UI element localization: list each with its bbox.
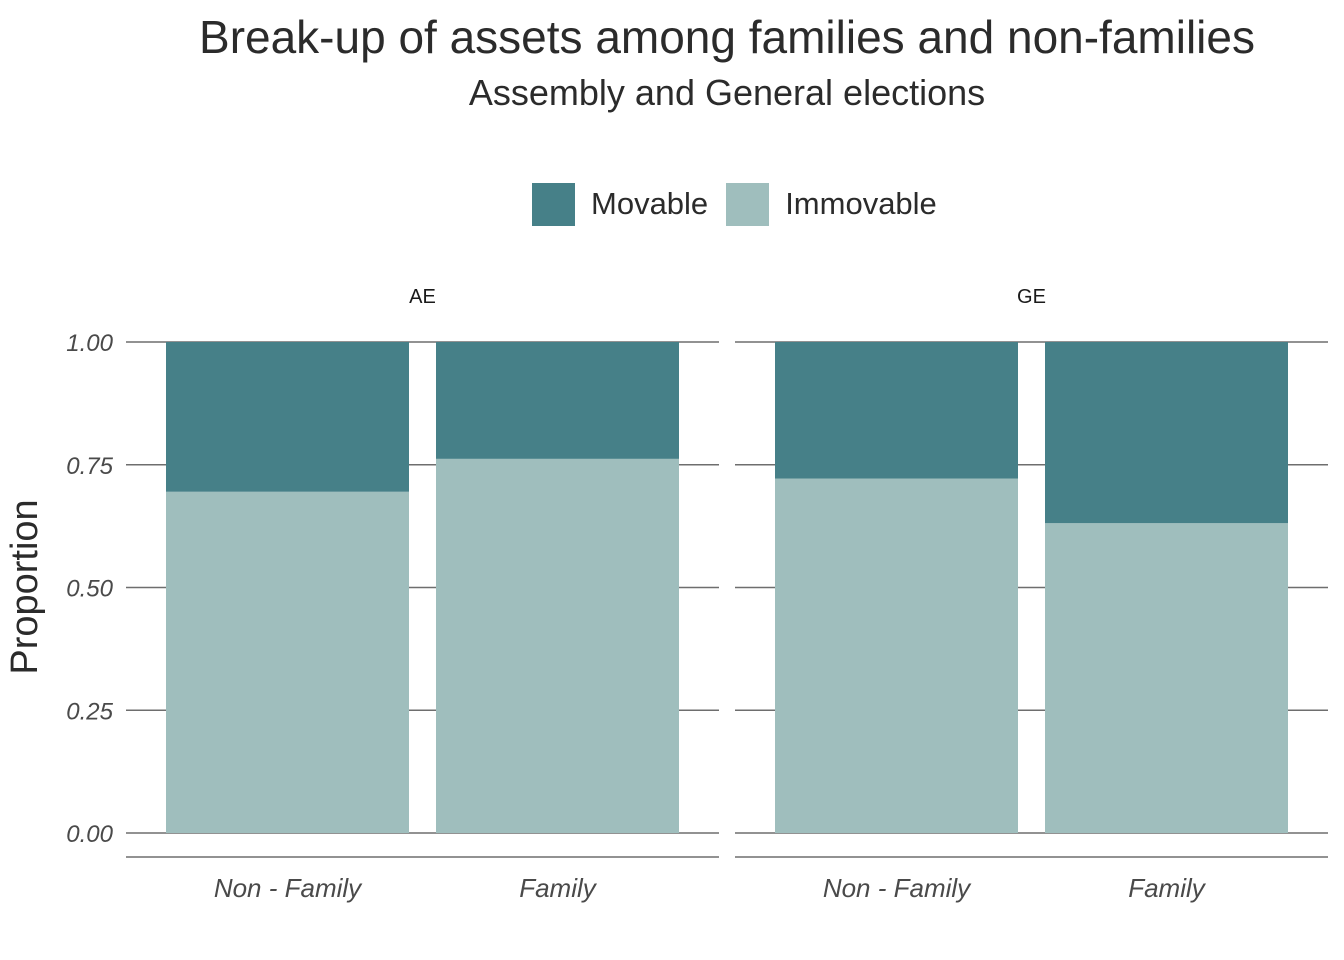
legend-item-movable: Movable (532, 182, 709, 226)
y-tick-label: 0.75 (66, 453, 113, 480)
x-tick-label: Non - Family (214, 873, 363, 903)
y-tick-label: 1.00 (66, 330, 113, 357)
x-tick-label: Family (519, 873, 598, 903)
y-axis-label: Proportion (4, 499, 46, 674)
bar-immovable (166, 491, 409, 833)
legend: Movable Immovable (532, 182, 955, 226)
bar-movable (166, 342, 409, 492)
bar-movable (436, 342, 679, 459)
x-tick-label: Non - Family (823, 873, 972, 903)
chart-title: Break-up of assets among families and no… (199, 11, 1255, 63)
bar-immovable (1045, 523, 1288, 833)
bar-immovable (775, 478, 1018, 833)
facet-label: GE (1017, 286, 1046, 308)
bar-movable (1045, 342, 1288, 524)
legend-item-immovable: Immovable (726, 182, 937, 226)
chart-subtitle: Assembly and General elections (468, 72, 986, 113)
legend-swatch-immovable (726, 182, 770, 226)
x-tick-label: Family (1128, 873, 1207, 903)
y-tick-label: 0.50 (66, 576, 113, 603)
legend-swatch-movable (532, 182, 575, 226)
y-tick-label: 0.25 (66, 698, 113, 725)
bar-movable (775, 342, 1018, 479)
y-tick-label: 0.00 (66, 821, 113, 848)
facet-label: AE (409, 286, 436, 308)
legend-label-immovable: Immovable (785, 186, 937, 221)
legend-label-movable: Movable (591, 186, 709, 221)
bar-immovable (436, 458, 679, 833)
